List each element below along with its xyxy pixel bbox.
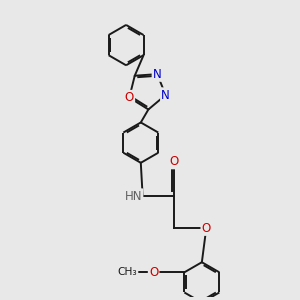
Text: HN: HN — [125, 190, 142, 202]
Text: N: N — [161, 88, 170, 101]
Text: O: O — [169, 155, 179, 168]
Text: O: O — [149, 266, 158, 279]
Text: CH₃: CH₃ — [118, 267, 137, 277]
Text: O: O — [202, 222, 211, 235]
Text: N: N — [153, 68, 162, 81]
Text: O: O — [125, 91, 134, 104]
